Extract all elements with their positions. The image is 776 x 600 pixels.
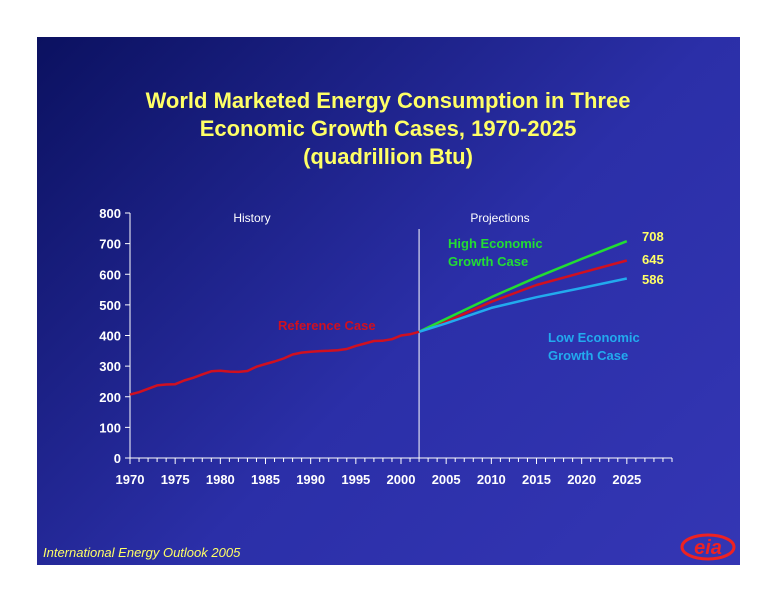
chart-title-line-2: Economic Growth Cases, 1970-2025 [200, 116, 577, 141]
x-tick-label-2025: 2025 [612, 472, 641, 487]
x-tick-label-1995: 1995 [341, 472, 370, 487]
annotation-high-growth-case-line-2: Growth Case [448, 254, 528, 269]
chart-labels: History Projections Reference Case High Eco… [233, 211, 663, 363]
x-tick-label-1980: 1980 [206, 472, 235, 487]
end-value-label-645: 645 [642, 252, 664, 267]
x-tick-label-1990: 1990 [296, 472, 325, 487]
y-tick-label-400: 400 [99, 329, 121, 344]
eia-logo-text: eia [694, 537, 722, 559]
chart-axes: 0 100 200 300 400 500 600 700 800 1970 1975 1980 198… [99, 206, 673, 487]
y-tick-label-700: 700 [99, 237, 121, 252]
eia-logo: eia [680, 533, 736, 561]
footer-source: International Energy Outlook 2005 [43, 545, 241, 560]
end-value-label-586: 586 [642, 272, 664, 287]
region-label-history: History [233, 211, 270, 225]
chart-title-line-1: World Marketed Energy Consumption in Thr… [146, 88, 631, 113]
x-tick-label-1975: 1975 [161, 472, 190, 487]
chart-title: World Marketed Energy Consumption in Thr… [146, 88, 631, 169]
y-tick-label-300: 300 [99, 359, 121, 374]
y-tick-label-100: 100 [99, 420, 121, 435]
y-tick-label-800: 800 [99, 206, 121, 221]
series-line-reference-case [129, 259, 628, 396]
slide-background [37, 37, 740, 565]
x-tick-label-2020: 2020 [567, 472, 596, 487]
y-tick-label-200: 200 [99, 390, 121, 405]
x-tick-label-1985: 1985 [251, 472, 280, 487]
y-tick-label-500: 500 [99, 298, 121, 313]
end-value-label-708: 708 [642, 229, 664, 244]
series-line-low-growth-case [418, 277, 628, 333]
annotation-low-growth-case-line-1: Low Economic [548, 330, 640, 345]
annotation-high-growth-case-line-1: High Economic [448, 236, 543, 251]
x-tick-label-2015: 2015 [522, 472, 551, 487]
x-tick-label-2005: 2005 [432, 472, 461, 487]
y-tick-label-600: 600 [99, 267, 121, 282]
y-tick-label-0: 0 [114, 451, 121, 466]
x-tick-label-1970: 1970 [116, 472, 145, 487]
x-tick-label-2000: 2000 [387, 472, 416, 487]
region-label-projections: Projections [470, 211, 529, 225]
annotation-low-growth-case-line-2: Growth Case [548, 348, 628, 363]
annotation-reference-case-line-1: Reference Case [278, 318, 376, 333]
x-tick-label-2010: 2010 [477, 472, 506, 487]
series-line-high-growth-case [418, 240, 628, 333]
chart-title-line-3: (quadrillion Btu) [303, 144, 473, 169]
chart-series [129, 240, 628, 396]
